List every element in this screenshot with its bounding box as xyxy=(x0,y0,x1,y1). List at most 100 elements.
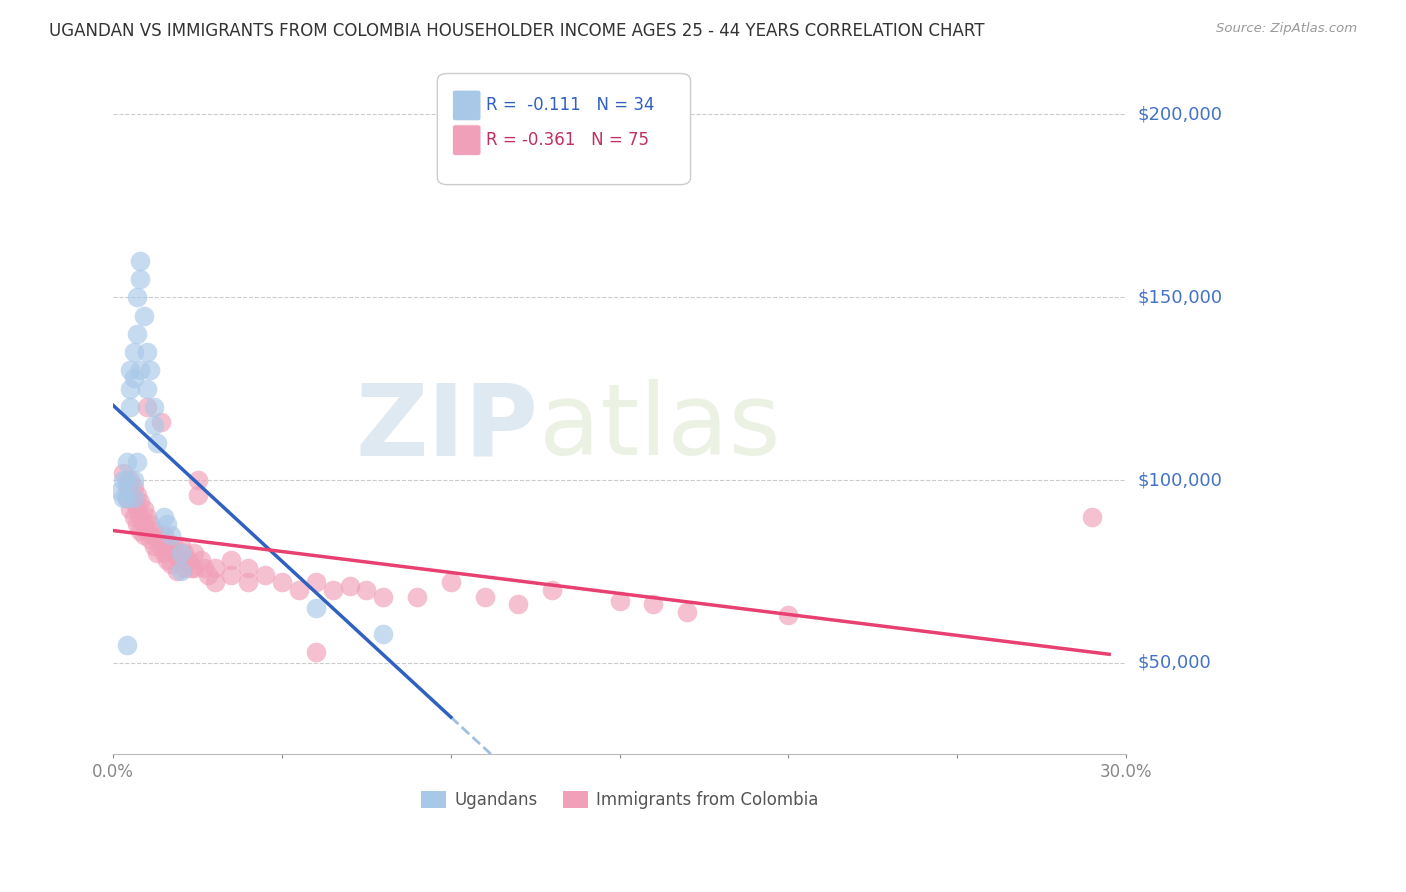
Point xyxy=(474,590,496,604)
Point xyxy=(305,575,328,590)
Point xyxy=(166,565,188,579)
Point xyxy=(238,575,260,590)
Point xyxy=(139,363,162,377)
FancyBboxPatch shape xyxy=(453,125,481,155)
Point xyxy=(125,516,148,531)
Point xyxy=(132,502,155,516)
Point xyxy=(122,480,145,494)
Point xyxy=(153,509,176,524)
Point xyxy=(159,528,181,542)
Text: $50,000: $50,000 xyxy=(1137,654,1211,672)
Point xyxy=(120,502,142,516)
Point xyxy=(122,345,145,359)
Text: $200,000: $200,000 xyxy=(1137,105,1222,123)
Point xyxy=(153,546,176,560)
Point xyxy=(159,557,181,571)
Point xyxy=(108,483,131,498)
Point xyxy=(146,532,169,546)
Point xyxy=(406,590,429,604)
Text: R =  -0.111   N = 34: R = -0.111 N = 34 xyxy=(486,96,654,114)
Point xyxy=(136,400,159,414)
Point xyxy=(183,546,205,560)
Point xyxy=(149,415,172,429)
Point xyxy=(356,582,378,597)
Point xyxy=(221,553,243,567)
Point xyxy=(142,524,165,539)
Point xyxy=(139,532,162,546)
Point xyxy=(180,561,202,575)
Point xyxy=(183,561,205,575)
Point xyxy=(125,455,148,469)
Point xyxy=(643,597,665,611)
Point xyxy=(163,539,186,553)
Point xyxy=(142,400,165,414)
Point xyxy=(139,516,162,531)
Point xyxy=(149,539,172,553)
Point xyxy=(193,561,215,575)
Point xyxy=(271,575,294,590)
Point xyxy=(197,568,219,582)
Point xyxy=(676,605,699,619)
Point xyxy=(373,590,395,604)
Point xyxy=(146,546,169,560)
Point xyxy=(125,488,148,502)
Point xyxy=(609,593,631,607)
Point xyxy=(166,549,188,564)
Point xyxy=(115,480,138,494)
Point xyxy=(129,509,152,524)
Point xyxy=(204,575,226,590)
Point xyxy=(136,382,159,396)
Point xyxy=(142,539,165,553)
Point xyxy=(288,582,311,597)
Point xyxy=(254,568,277,582)
Text: Source: ZipAtlas.com: Source: ZipAtlas.com xyxy=(1216,22,1357,36)
Text: UGANDAN VS IMMIGRANTS FROM COLOMBIA HOUSEHOLDER INCOME AGES 25 - 44 YEARS CORREL: UGANDAN VS IMMIGRANTS FROM COLOMBIA HOUS… xyxy=(49,22,984,40)
Point xyxy=(778,608,800,623)
Point xyxy=(440,575,463,590)
Point xyxy=(146,436,169,450)
Point xyxy=(122,509,145,524)
Point xyxy=(221,568,243,582)
Point xyxy=(125,502,148,516)
Point xyxy=(1081,509,1104,524)
Point xyxy=(541,582,564,597)
Point xyxy=(129,253,152,268)
Point xyxy=(132,516,155,531)
Point xyxy=(176,553,198,567)
Point xyxy=(173,561,195,575)
Point xyxy=(136,345,159,359)
Text: atlas: atlas xyxy=(538,379,780,476)
Point xyxy=(120,488,142,502)
Text: $150,000: $150,000 xyxy=(1137,288,1222,306)
Point xyxy=(136,524,159,539)
Point xyxy=(339,579,361,593)
Point xyxy=(156,553,179,567)
Point xyxy=(322,582,344,597)
Point xyxy=(129,272,152,286)
Point xyxy=(122,473,145,487)
Point xyxy=(120,382,142,396)
Point xyxy=(173,546,195,560)
Point xyxy=(129,495,152,509)
Point xyxy=(132,309,155,323)
Point xyxy=(170,565,193,579)
Point xyxy=(125,326,148,341)
Point xyxy=(112,466,135,480)
Point xyxy=(187,488,209,502)
Point xyxy=(156,535,179,549)
Point xyxy=(238,561,260,575)
Point xyxy=(125,290,148,304)
Point xyxy=(153,528,176,542)
FancyBboxPatch shape xyxy=(453,90,481,120)
Point xyxy=(305,645,328,659)
Point xyxy=(170,546,193,560)
Point xyxy=(508,597,530,611)
Point xyxy=(122,495,145,509)
Point xyxy=(132,528,155,542)
Point xyxy=(170,539,193,553)
Point xyxy=(142,418,165,433)
Point xyxy=(170,553,193,567)
Point xyxy=(115,491,138,506)
Point xyxy=(115,455,138,469)
Point xyxy=(129,524,152,539)
